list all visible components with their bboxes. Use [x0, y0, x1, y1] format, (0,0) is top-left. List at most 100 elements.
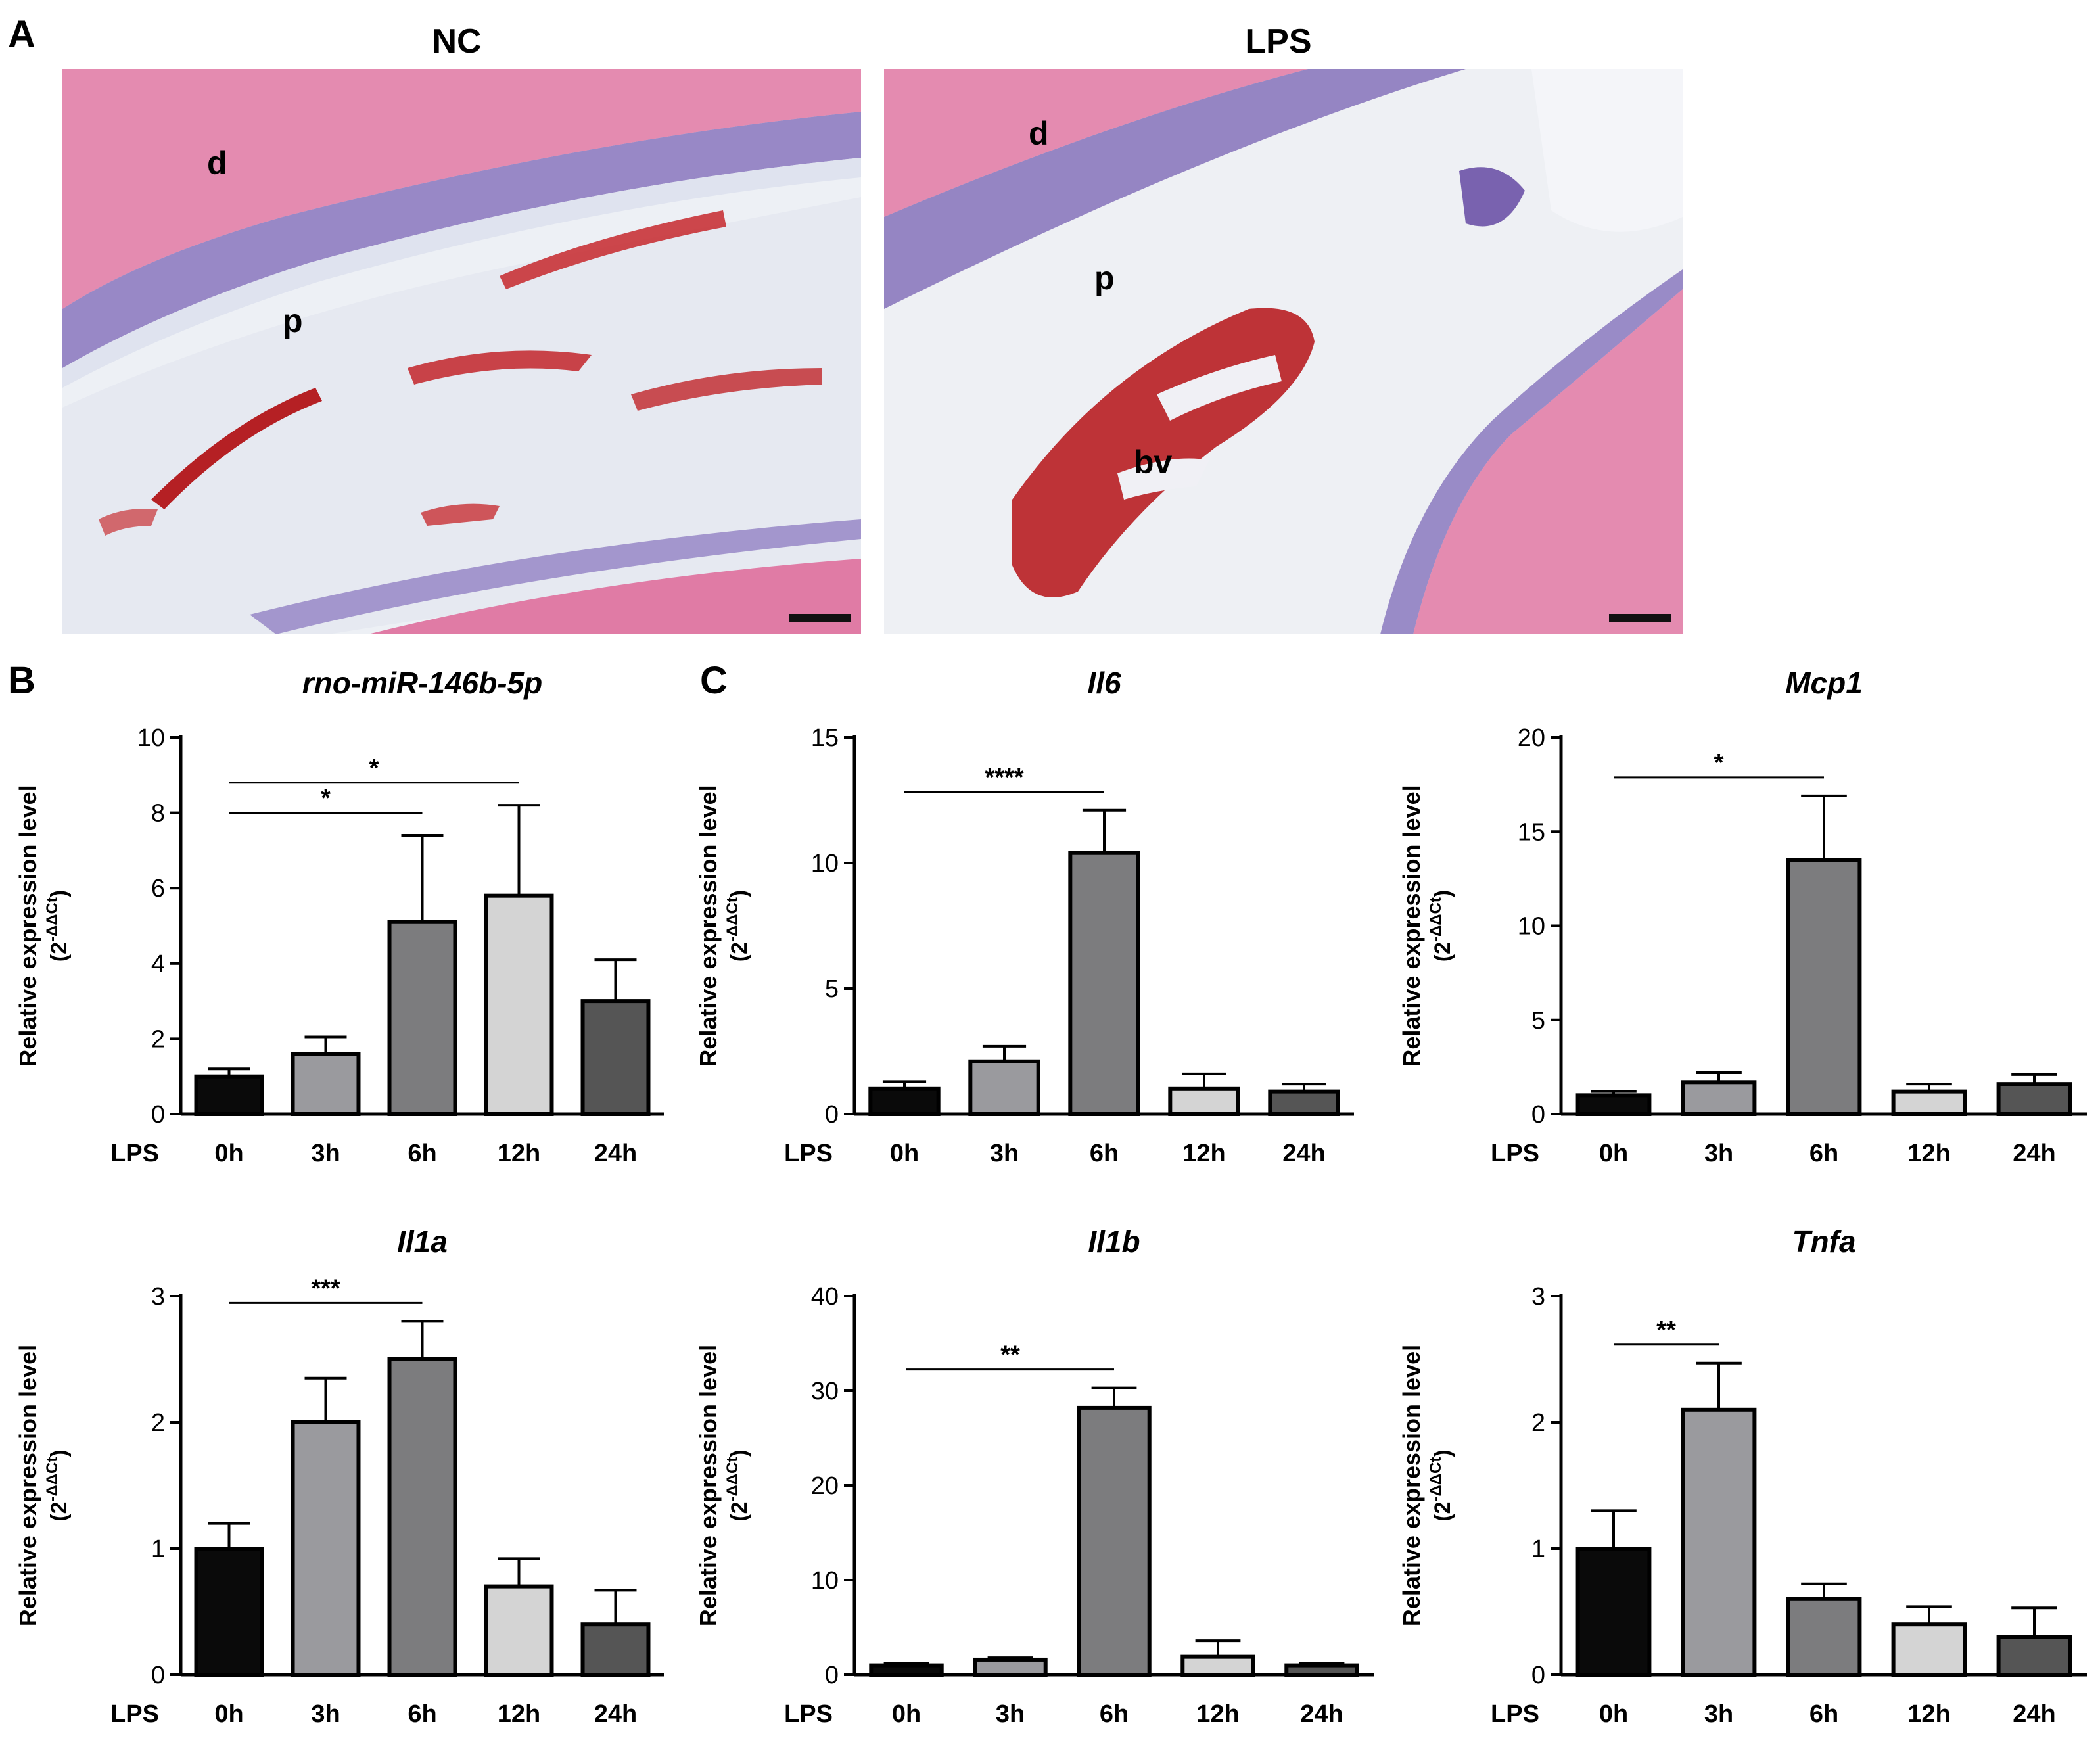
- bar-tnfa-6h: [1786, 1597, 1862, 1677]
- x-tick-label-mcp1: 12h: [1907, 1140, 1950, 1167]
- chart-title-rno-mir-146b-5p: rno-miR-146b-5p: [302, 666, 542, 700]
- x-tick-label-il6: 24h: [1282, 1140, 1325, 1167]
- y-tick-label-il6: 0: [825, 1101, 839, 1129]
- x-prefix-label-tnfa: LPS: [1491, 1700, 1539, 1728]
- x-tick-label-mcp1: 6h: [1809, 1140, 1838, 1167]
- scale-bar-nc: [789, 614, 851, 622]
- y-tick-label-tnfa: 1: [1531, 1535, 1545, 1563]
- y-tick-label-mcp1: 5: [1531, 1007, 1545, 1035]
- y-axis-label-il1b: Relative expression level (2-ΔΔCt): [695, 1345, 752, 1626]
- x-prefix-label-il6: LPS: [784, 1140, 833, 1167]
- chart-mcp1: Mcp1 0 5 10 15 20 Relative expression level (2-…: [1398, 666, 2087, 1167]
- bar-il6-3h: [968, 1059, 1040, 1117]
- y-axis-label-line2: (2-ΔΔCt): [43, 890, 72, 962]
- x-prefix-label-rno-mir-146b-5p: LPS: [110, 1140, 159, 1167]
- chart-il1a: Il1a 0 1 2 3 Relative expression level (2-ΔΔCt…: [14, 1225, 664, 1728]
- bar-rno-mir-146b-5p-6h: [387, 920, 457, 1117]
- y-axis-label-line1: Relative expression level: [14, 1345, 41, 1626]
- significance-label-il1b: **: [1000, 1342, 1020, 1369]
- bar-il1a-6h: [387, 1357, 457, 1677]
- x-tick-label-tnfa: 3h: [1704, 1700, 1733, 1728]
- x-tick-label-il6: 0h: [890, 1140, 919, 1167]
- y-tick-label-mcp1: 10: [1518, 913, 1545, 941]
- x-tick-label-il1a: 12h: [498, 1700, 540, 1728]
- y-tick-label-il1a: 0: [151, 1662, 165, 1689]
- bar-rno-mir-146b-5p-3h: [291, 1052, 361, 1116]
- x-tick-label-il6: 6h: [1090, 1140, 1119, 1167]
- x-tick-label-il6: 3h: [990, 1140, 1019, 1167]
- bar-mcp1-12h: [1891, 1089, 1967, 1116]
- x-tick-label-il1b: 3h: [996, 1700, 1025, 1728]
- x-tick-label-tnfa: 6h: [1809, 1700, 1838, 1728]
- y-tick-label-il1b: 10: [811, 1567, 839, 1595]
- bar-il1b-12h: [1180, 1654, 1255, 1677]
- bar-il1b-3h: [973, 1657, 1048, 1677]
- histology-image-lps: [884, 69, 1683, 634]
- x-tick-label-il1b: 0h: [892, 1700, 921, 1728]
- label-lps-dentin: d: [1029, 115, 1049, 152]
- x-tick-label-il1a: 6h: [408, 1700, 436, 1728]
- y-tick-label-il1a: 2: [151, 1409, 165, 1437]
- bar-tnfa-0h: [1575, 1547, 1652, 1677]
- y-axis-label-line1: Relative expression level: [695, 1345, 722, 1626]
- x-prefix-label-mcp1: LPS: [1491, 1140, 1539, 1167]
- bar-tnfa-12h: [1891, 1622, 1967, 1677]
- x-tick-label-tnfa: 12h: [1907, 1700, 1950, 1728]
- bar-il1b-0h: [869, 1663, 944, 1677]
- chart-title-mcp1: Mcp1: [1785, 666, 1863, 700]
- y-tick-label-il1b: 30: [811, 1378, 839, 1405]
- bar-tnfa-3h: [1681, 1407, 1757, 1677]
- bar-mcp1-3h: [1681, 1080, 1757, 1117]
- y-tick-label-il1a: 1: [151, 1535, 165, 1563]
- bar-il1b-6h: [1077, 1405, 1152, 1677]
- y-axis-label-line2: (2-ΔΔCt): [1427, 890, 1455, 962]
- x-tick-label-mcp1: 3h: [1704, 1140, 1733, 1167]
- y-tick-label-mcp1: 20: [1518, 724, 1545, 752]
- scale-bar-lps: [1609, 614, 1671, 622]
- bar-il6-6h: [1068, 851, 1140, 1116]
- y-axis-label-tnfa: Relative expression level (2-ΔΔCt): [1398, 1345, 1455, 1626]
- bar-mcp1-0h: [1575, 1093, 1652, 1116]
- y-tick-label-tnfa: 0: [1531, 1662, 1545, 1689]
- chart-title-il1a: Il1a: [397, 1225, 448, 1259]
- label-lps-pulp: p: [1094, 260, 1115, 296]
- y-axis-label-line1: Relative expression level: [1398, 785, 1425, 1066]
- y-tick-label-rno-mir-146b-5p: 8: [151, 800, 165, 828]
- bar-tnfa-24h: [1996, 1635, 2072, 1677]
- y-axis-label-mcp1: Relative expression level (2-ΔΔCt): [1398, 785, 1455, 1066]
- bar-mcp1-24h: [1996, 1082, 2072, 1117]
- bar-rno-mir-146b-5p-24h: [580, 999, 651, 1116]
- y-axis-label-line2: (2-ΔΔCt): [43, 1449, 72, 1521]
- bar-mcp1-6h: [1786, 858, 1862, 1116]
- chart-tnfa: Tnfa 0 1 2 3 Relative expression level (2-ΔΔCt…: [1398, 1225, 2087, 1728]
- significance-label-tnfa: **: [1656, 1317, 1676, 1344]
- bar-rno-mir-146b-5p-0h: [194, 1074, 264, 1116]
- x-tick-label-il1b: 6h: [1100, 1700, 1129, 1728]
- y-axis-label-line1: Relative expression level: [695, 785, 722, 1066]
- bar-il1a-24h: [580, 1622, 651, 1677]
- y-axis-label-line2: (2-ΔΔCt): [724, 890, 752, 962]
- x-tick-label-tnfa: 0h: [1599, 1700, 1628, 1728]
- histology-title-nc: NC: [432, 22, 481, 60]
- histology-image-nc: [62, 69, 861, 634]
- panel-letter-b: B: [8, 659, 35, 702]
- chart-title-il1b: Il1b: [1088, 1225, 1140, 1259]
- y-axis-label-line1: Relative expression level: [1398, 1345, 1425, 1626]
- y-axis-label-line1: Relative expression level: [14, 785, 41, 1066]
- chart-title-il6: Il6: [1087, 666, 1121, 700]
- bar-il6-24h: [1268, 1089, 1340, 1116]
- y-axis-label-rno-mir-146b-5p: Relative expression level (2-ΔΔCt): [14, 785, 72, 1066]
- chart-il6: Il6 0 5 10 15 Relative expression level (2-ΔΔC…: [695, 666, 1354, 1167]
- panel-letter-c: C: [700, 659, 728, 702]
- chart-il1b: Il1b 0 10 20 30 40 Relative expression level (2…: [695, 1225, 1374, 1728]
- x-tick-label-il1b: 12h: [1196, 1700, 1239, 1728]
- bar-il1a-3h: [291, 1420, 361, 1677]
- chart-rno-mir-146b-5p: rno-miR-146b-5p 0 2 4 6 8 10 Relative expressio…: [14, 666, 664, 1167]
- y-tick-label-tnfa: 3: [1531, 1283, 1545, 1311]
- panel-letter-a: A: [8, 13, 35, 56]
- y-tick-label-il1b: 0: [825, 1662, 839, 1689]
- x-tick-label-il1a: 0h: [214, 1700, 243, 1728]
- bar-il6-0h: [868, 1086, 941, 1117]
